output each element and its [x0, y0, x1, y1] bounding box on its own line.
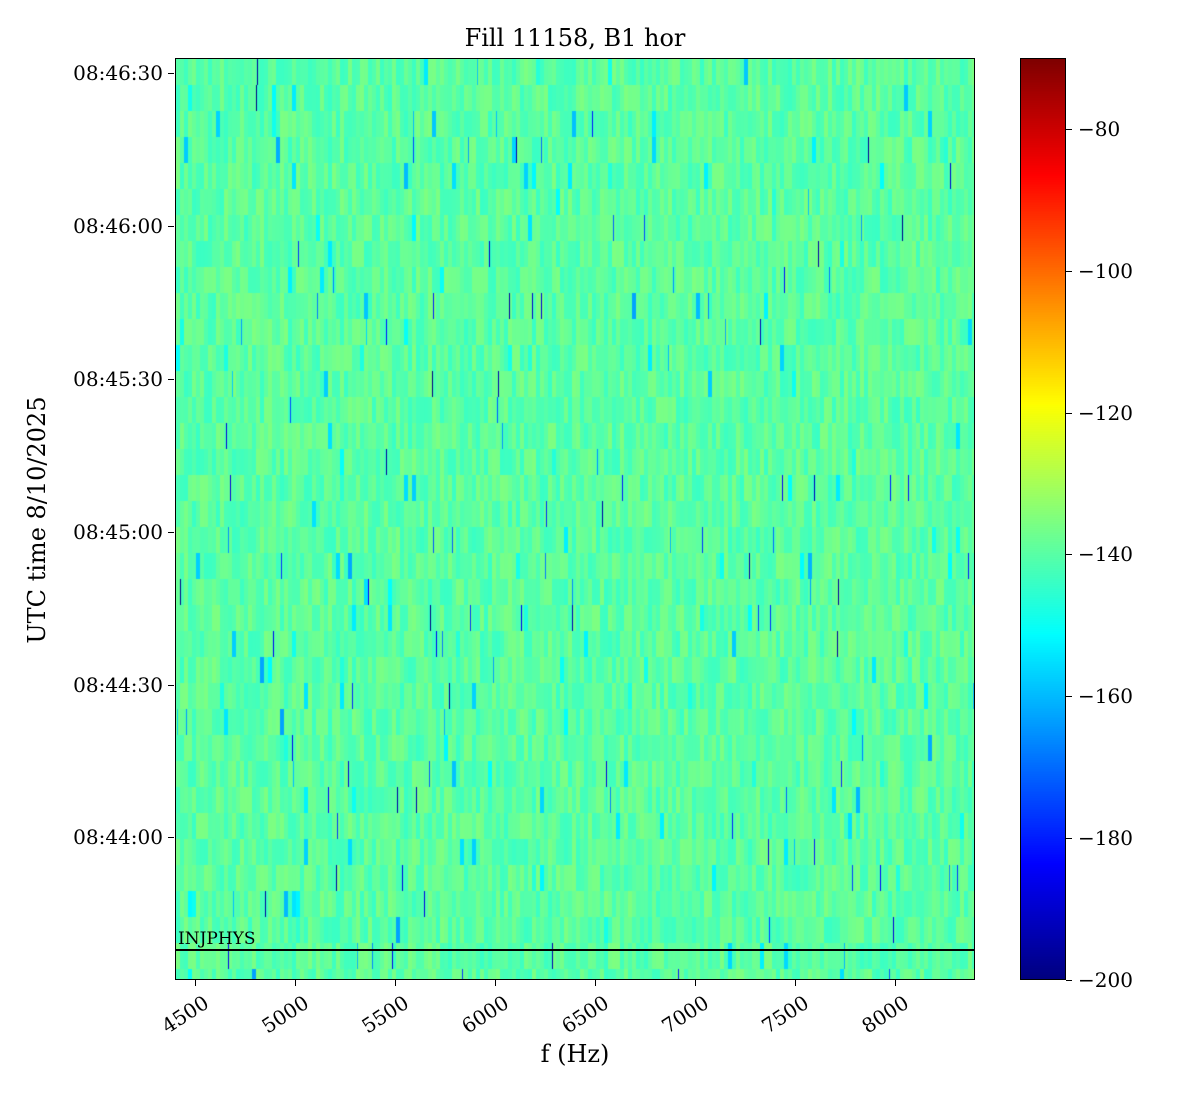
y-tick-label: 08:45:30 — [73, 366, 163, 391]
colorbar-tick-label: −80 — [1078, 116, 1121, 141]
colorbar — [1020, 58, 1066, 980]
x-tick-mark — [395, 980, 396, 986]
y-tick-label: 08:46:30 — [73, 61, 163, 86]
x-tick-mark — [795, 980, 796, 986]
colorbar-tick-mark — [1066, 412, 1072, 414]
colorbar-tick-mark — [1066, 128, 1072, 130]
x-tick-label: 6500 — [557, 990, 613, 1039]
x-tick-label: 5000 — [257, 990, 313, 1039]
y-tick-mark — [168, 684, 174, 686]
x-tick-mark — [595, 980, 596, 986]
colorbar-tick-label: −120 — [1078, 400, 1133, 425]
y-tick-label: 08:46:00 — [73, 214, 163, 239]
x-tick-mark — [695, 980, 696, 986]
x-tick-label: 8000 — [857, 990, 913, 1039]
x-tick-label: 5500 — [357, 990, 413, 1039]
x-tick-mark — [895, 980, 896, 986]
colorbar-tick-mark — [1066, 696, 1072, 698]
injphys-marker-line — [176, 949, 974, 952]
colorbar-tick-mark — [1066, 838, 1072, 840]
colorbar-tick-mark — [1066, 980, 1072, 981]
heatmap-canvas — [176, 59, 974, 979]
y-tick-mark — [168, 837, 174, 839]
colorbar-tick-label: −200 — [1078, 968, 1133, 992]
x-tick-mark — [295, 980, 296, 986]
y-tick-label: 08:44:30 — [73, 672, 163, 697]
x-tick-label: 4500 — [157, 990, 213, 1039]
colorbar-tick-mark — [1066, 554, 1072, 556]
y-tick-mark — [168, 73, 174, 75]
x-tick-label: 6000 — [457, 990, 513, 1039]
y-tick-label: 08:44:00 — [73, 825, 163, 850]
colorbar-tick-mark — [1066, 270, 1072, 272]
x-axis-label: f (Hz) — [540, 1040, 610, 1068]
colorbar-canvas — [1021, 59, 1065, 979]
y-tick-mark — [168, 531, 174, 533]
colorbar-tick-label: −140 — [1078, 542, 1133, 567]
colorbar-tick-label: −100 — [1078, 258, 1133, 283]
chart-title: Fill 11158, B1 hor — [464, 24, 686, 52]
x-tick-mark — [495, 980, 496, 986]
heatmap-plot-area: INJPHYS — [175, 58, 975, 980]
y-tick-label: 08:45:00 — [73, 519, 163, 544]
x-tick-label: 7500 — [757, 990, 813, 1039]
y-tick-mark — [168, 378, 174, 380]
injphys-annotation-label: INJPHYS — [178, 929, 256, 950]
x-tick-label: 7000 — [657, 990, 713, 1039]
x-tick-mark — [195, 980, 196, 986]
y-tick-mark — [168, 226, 174, 228]
colorbar-tick-label: −160 — [1078, 684, 1133, 709]
colorbar-tick-label: −180 — [1078, 826, 1133, 851]
